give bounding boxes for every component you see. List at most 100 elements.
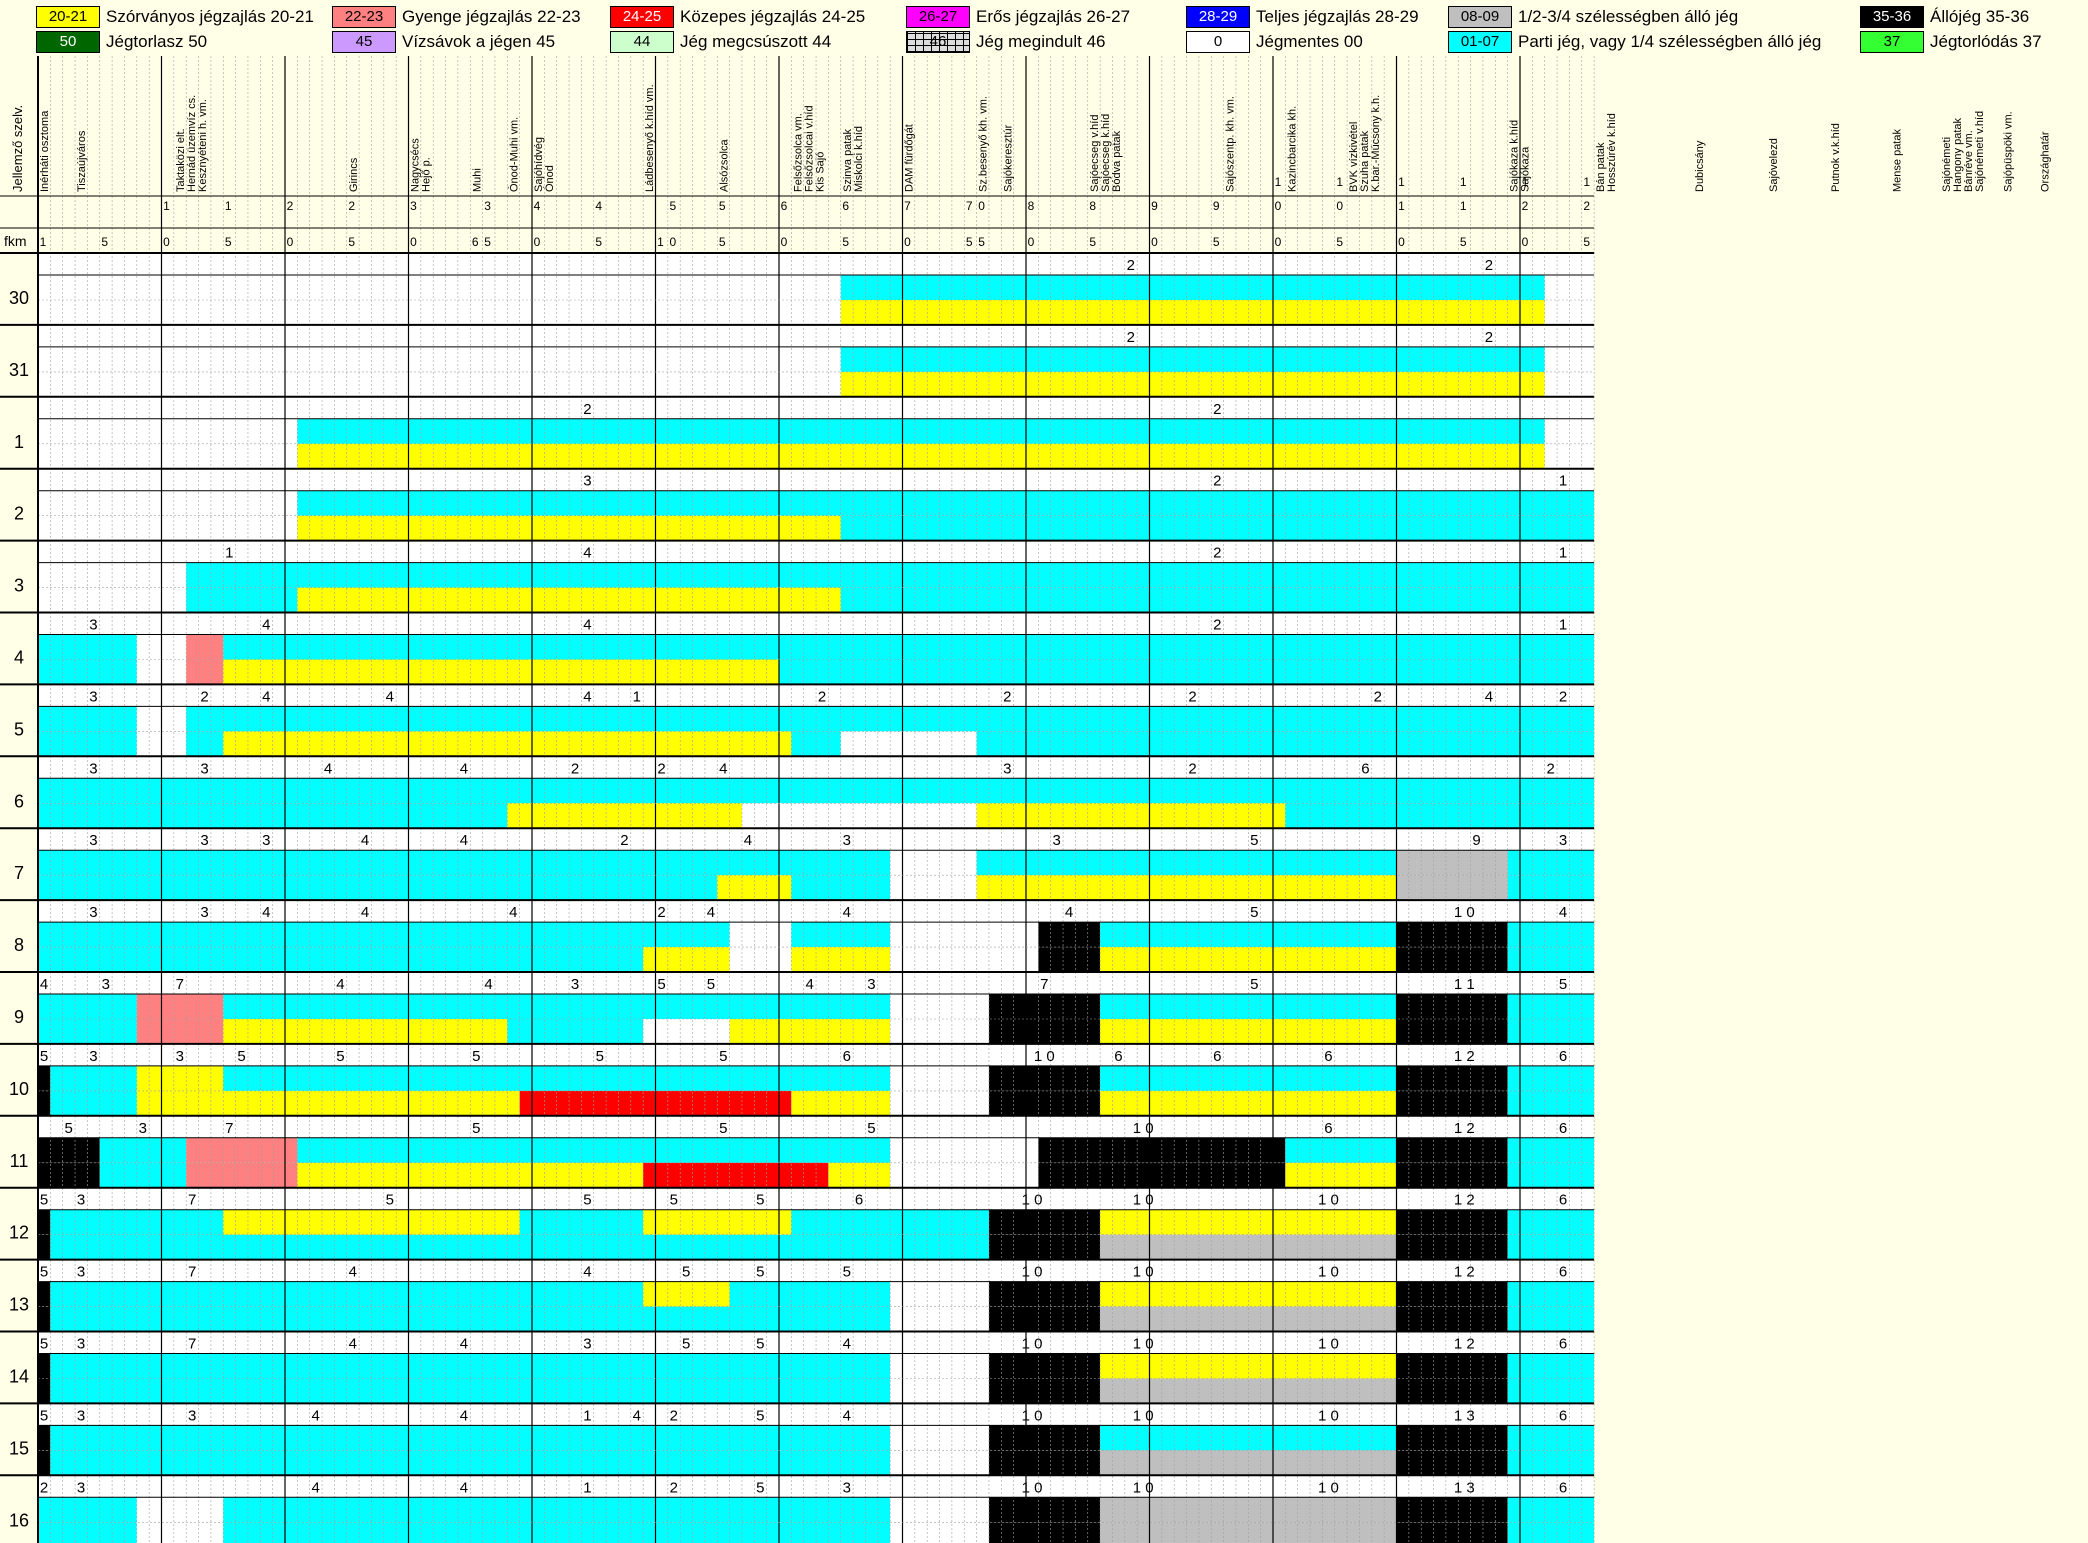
- day-label: 7: [14, 863, 24, 883]
- fkm-tick: 0: [1028, 235, 1035, 249]
- cell-number: 3: [262, 832, 270, 849]
- ice-cell-lower: [1507, 1234, 1595, 1260]
- cell-number: 6: [1559, 1192, 1567, 1209]
- ice-cell-upper: [38, 634, 137, 660]
- ice-cell-upper: [1038, 922, 1101, 948]
- ice-cell-upper: [729, 922, 792, 948]
- legend-swatch-0: 0: [1186, 31, 1250, 53]
- fkm-tick: 0: [410, 235, 417, 249]
- legend-label: 1/2-3/4 szélességben álló jég: [1518, 7, 1739, 26]
- ice-cell-lower: [1396, 1306, 1508, 1332]
- ice-cell-upper: [38, 850, 891, 876]
- cell-number: 4: [386, 688, 394, 705]
- cell-number: 3: [77, 1264, 85, 1281]
- ice-cell-upper: [223, 634, 1595, 660]
- cell-number: 3: [188, 1407, 196, 1424]
- cell-number: 5: [1250, 976, 1258, 993]
- ice-cell-upper: [38, 778, 1595, 804]
- row-label: Jellemző szelv.: [10, 105, 25, 192]
- cell-number: 3: [843, 1479, 851, 1496]
- legend-item: 28-29 Teljes jégzajlás 28-29: [1186, 4, 1446, 30]
- cell-number: 3: [139, 1120, 147, 1137]
- ice-cell-lower: [50, 1378, 891, 1404]
- cell-number: 5: [40, 1192, 48, 1209]
- cell-number: 2: [670, 1479, 678, 1496]
- ice-cell-upper: [297, 490, 1595, 516]
- station-name: Alsózsolca: [718, 139, 730, 192]
- ice-cell-upper: [988, 1425, 1101, 1451]
- cell-number: 6: [1559, 1264, 1567, 1281]
- legend-swatch-01-07: 01-07: [1448, 31, 1512, 53]
- number-band: [38, 1259, 1595, 1282]
- number-band: [38, 756, 1595, 779]
- station-name: Sajókaza: [1520, 146, 1532, 192]
- fkm-tick: 1: [1522, 175, 1529, 189]
- ice-cell-lower: [38, 1019, 137, 1044]
- ice-cell-lower: [38, 947, 644, 972]
- station-name: K.bar.-Múcsony k.h.: [1370, 95, 1382, 192]
- legend-swatch-50: 50: [36, 31, 100, 53]
- cell-number: 4: [1065, 904, 1073, 921]
- ice-cell-upper: [1507, 1209, 1595, 1235]
- ice-cell-lower: [1507, 1450, 1595, 1476]
- ice-cell-lower: [186, 587, 298, 613]
- station-name: Sajóecseg k.híd: [1100, 114, 1112, 192]
- day-label: 1: [14, 432, 24, 452]
- cell-number: 6: [1559, 1336, 1567, 1353]
- cell-number: 3: [1003, 760, 1011, 777]
- station-name: Sajópüspöki vm.: [2003, 111, 2015, 192]
- ice-cell-lower: [1100, 1378, 1397, 1404]
- station-name: Bódva patak: [1111, 130, 1123, 192]
- day-label: 2: [14, 504, 24, 524]
- day-label: 3: [14, 576, 24, 596]
- fkm-tick: 5: [1460, 235, 1467, 249]
- ice-cell-lower: [1396, 1378, 1508, 1404]
- station-name: Ládbesenyő k.híd vm.: [644, 84, 656, 192]
- ice-cell-lower: [988, 1019, 1101, 1044]
- cell-number: 5: [756, 1336, 764, 1353]
- cell-number: 5: [40, 1336, 48, 1353]
- station-name: Országhatár: [2040, 131, 2052, 192]
- header-area: [0, 56, 2088, 253]
- legend-item: 35-36 Állójég 35-36: [1860, 4, 2080, 30]
- cell-number: 1 0: [1133, 1120, 1154, 1137]
- cell-number: 6: [1559, 1048, 1567, 1065]
- ice-cell-lower: [50, 1450, 891, 1476]
- ice-cell-lower: [136, 1019, 224, 1044]
- cell-number: 5: [682, 1264, 690, 1281]
- cell-number: 1: [1559, 545, 1567, 562]
- day-label: 5: [14, 719, 24, 739]
- fkm-tick: 5: [1089, 235, 1096, 249]
- ice-cell-upper: [38, 706, 137, 732]
- ice-cell-lower: [1507, 1306, 1595, 1332]
- cell-number: 4: [460, 1336, 468, 1353]
- number-band: [38, 684, 1595, 707]
- cell-number: 1 0: [1022, 1407, 1043, 1424]
- ice-cell-upper: [840, 346, 1545, 372]
- cell-number: 5: [867, 1120, 875, 1137]
- cell-number: 4: [40, 976, 48, 993]
- legend-item: 0 Jégmentes 00: [1186, 29, 1446, 55]
- ice-cell-lower: [791, 875, 891, 901]
- fkm-tick: 5: [595, 235, 602, 249]
- legend-item: 01-07 Parti jég, vagy 1/4 szélességben á…: [1448, 29, 1838, 55]
- cell-number: 4: [719, 760, 727, 777]
- cell-number: 7: [188, 1264, 196, 1281]
- cell-number: 4: [336, 976, 344, 993]
- ice-cell-upper: [38, 1209, 51, 1235]
- ice-cell-lower: [1507, 1019, 1595, 1044]
- station-name: Girincs: [348, 157, 360, 192]
- cell-number: 4: [633, 1407, 641, 1424]
- cell-number: 4: [312, 1479, 320, 1496]
- cell-number: 5: [1250, 904, 1258, 921]
- cell-number: 2: [200, 688, 208, 705]
- fkm-tick: 5: [1583, 235, 1590, 249]
- fkm-tick: 0: [1275, 235, 1282, 249]
- fkm-tick: 3: [484, 199, 491, 213]
- legend-item: 26-27 Erős jégzajlás 26-27: [906, 4, 1176, 30]
- fkm-tick: 1: [40, 235, 47, 249]
- station-name: Dubicsány: [1694, 140, 1706, 192]
- fkm-tick: 0: [534, 235, 541, 249]
- cell-number: 1 0: [1034, 1048, 1055, 1065]
- cell-number: 5: [670, 1192, 678, 1209]
